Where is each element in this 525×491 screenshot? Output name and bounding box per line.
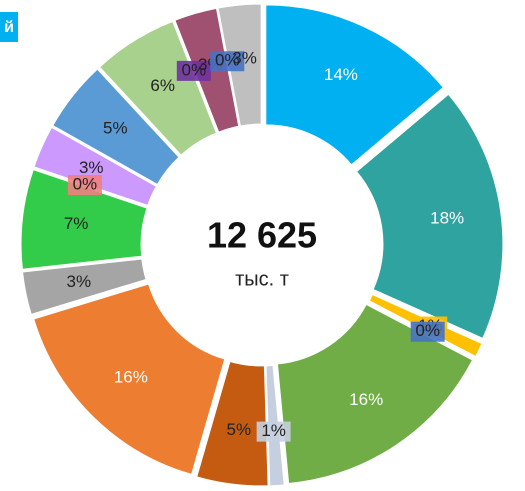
label-box (67, 175, 102, 196)
slice-label: 3% (67, 272, 92, 291)
slice-label: 0% (215, 51, 240, 70)
corner-badge (0, 12, 18, 42)
slice-label: 0% (73, 174, 98, 193)
label-box (256, 421, 291, 442)
slice-label: 0% (415, 321, 440, 340)
slice (33, 283, 226, 476)
slice-label: 16% (114, 368, 148, 387)
slice (265, 4, 444, 166)
slice-label: 5% (103, 119, 128, 138)
slice-label: 18% (430, 208, 464, 227)
slice (196, 360, 269, 487)
slice-label: 14% (324, 65, 358, 84)
label-box (410, 321, 445, 342)
slice (276, 303, 474, 485)
center-unit: тыс. т (235, 268, 289, 290)
slice-label: 5% (227, 420, 252, 439)
center-value: 12 625 (207, 215, 317, 256)
slice (33, 126, 157, 207)
slice (22, 258, 147, 315)
slice-label: 3% (79, 158, 104, 177)
slice-label: 7% (64, 214, 89, 233)
slice-label: 3% (232, 48, 257, 67)
slice (216, 8, 241, 127)
slice-label: 6% (150, 76, 175, 95)
corner-label: й (4, 19, 14, 36)
labels: 14%18%1%0%16%1%5%16%3%7%0%3%5%6%0%3%0%3% (64, 48, 464, 442)
slices (20, 3, 504, 487)
slice (20, 168, 148, 270)
slice (52, 68, 180, 186)
label-box (176, 60, 211, 81)
slice (98, 20, 218, 156)
label-box (210, 51, 245, 72)
slice-label: 0% (182, 60, 207, 79)
slice-label: 16% (349, 390, 383, 409)
slice (355, 93, 504, 339)
slice-label: 1% (261, 421, 286, 440)
